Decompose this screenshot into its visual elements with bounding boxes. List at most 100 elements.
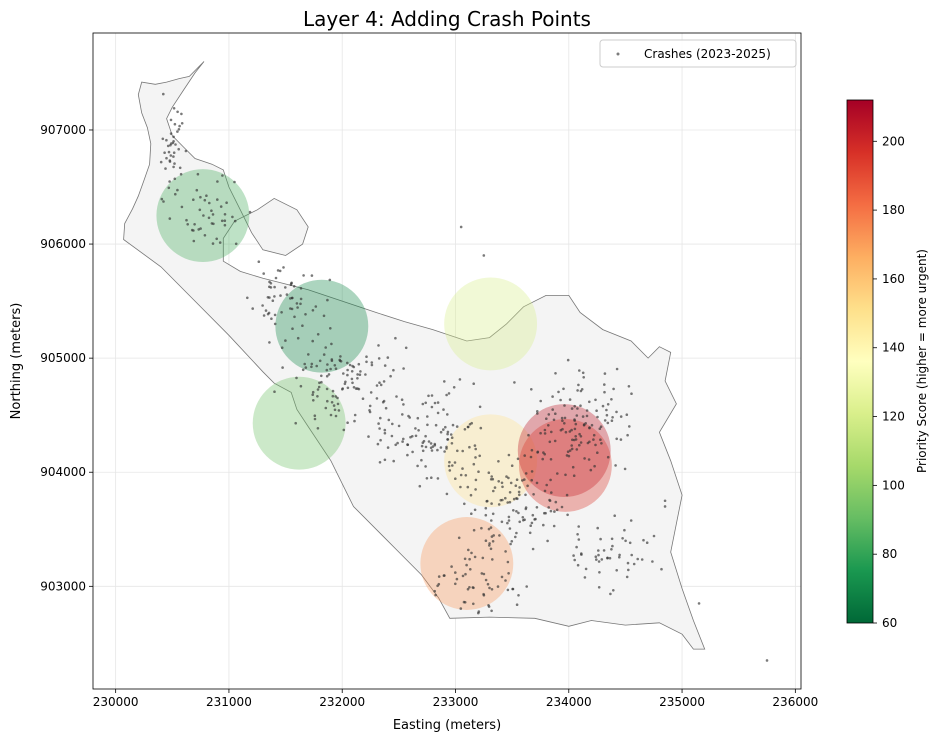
crash-point <box>578 369 581 372</box>
crash-point <box>606 556 609 560</box>
crash-point <box>169 143 172 147</box>
crash-point <box>612 387 615 391</box>
crash-point <box>442 408 445 411</box>
crash-point <box>567 454 571 458</box>
crash-point <box>195 188 199 192</box>
crash-point <box>168 160 172 163</box>
crash-point <box>162 92 165 96</box>
crash-point <box>273 390 276 394</box>
crash-point <box>299 302 302 306</box>
crash-point <box>513 381 516 384</box>
crash-point <box>531 513 535 517</box>
crash-point <box>273 295 276 298</box>
crash-point <box>168 217 172 220</box>
crash-point <box>504 496 507 500</box>
crash-point <box>468 445 471 449</box>
crash-point <box>543 432 547 435</box>
crash-point <box>211 242 215 245</box>
crash-point <box>500 481 504 485</box>
crash-point <box>324 346 328 349</box>
x-tick-label: 235000 <box>659 695 705 709</box>
crash-point <box>326 363 329 366</box>
crash-point <box>426 423 429 427</box>
crash-point <box>301 368 305 372</box>
crash-point <box>199 227 202 230</box>
crash-point <box>171 141 175 145</box>
crash-point <box>603 372 607 375</box>
crash-point <box>578 443 581 447</box>
crash-point <box>414 434 418 438</box>
crash-point <box>291 296 294 300</box>
crash-point <box>516 457 520 461</box>
crash-point <box>375 397 379 400</box>
crash-point <box>377 422 380 425</box>
crash-point <box>511 587 514 591</box>
crash-point <box>205 194 208 197</box>
crash-point <box>527 433 530 437</box>
crash-point <box>406 453 409 457</box>
crash-point <box>406 443 409 446</box>
crash-point <box>474 478 478 482</box>
crash-point <box>482 594 486 597</box>
crash-point <box>603 419 607 422</box>
crash-point <box>577 525 580 528</box>
crash-point <box>179 172 183 176</box>
crash-point <box>282 266 285 269</box>
crash-point <box>548 499 552 503</box>
crash-point <box>507 453 511 457</box>
crash-point <box>316 427 320 430</box>
crash-point <box>468 586 471 589</box>
crash-point <box>454 571 457 574</box>
crash-point <box>334 367 338 371</box>
crash-point <box>510 540 514 543</box>
crash-point <box>278 269 282 273</box>
crash-point <box>196 172 200 176</box>
crash-point <box>484 513 488 517</box>
crash-point <box>169 118 173 122</box>
crash-point <box>472 586 475 590</box>
crash-point <box>284 286 287 289</box>
colorbar-tick-label: 200 <box>882 134 905 148</box>
crash-point <box>563 422 566 425</box>
crash-point <box>172 155 175 158</box>
crash-point <box>290 307 294 311</box>
crash-point <box>172 151 176 154</box>
crash-point <box>394 443 398 447</box>
crash-point <box>595 409 598 413</box>
crash-point <box>180 122 184 125</box>
crash-point <box>315 364 319 368</box>
crash-point <box>697 602 701 605</box>
crash-point <box>614 464 617 467</box>
crash-point <box>192 198 195 201</box>
crash-point <box>493 486 497 489</box>
crash-point <box>660 567 663 571</box>
crash-point <box>351 381 354 385</box>
crash-point <box>192 229 195 232</box>
crash-point <box>576 389 579 392</box>
crash-point <box>499 498 503 502</box>
crash-point <box>311 393 315 397</box>
crash-point <box>518 520 521 524</box>
crash-point <box>346 421 349 425</box>
crash-point <box>553 439 557 443</box>
y-axis-ticks: 903000 904000 905000 906000 907000 <box>40 123 93 593</box>
crash-point <box>488 542 491 545</box>
crash-point <box>523 478 526 481</box>
crash-point <box>234 242 238 246</box>
crash-point <box>274 276 278 280</box>
boundary-layer <box>123 61 706 650</box>
priority-zone <box>275 279 369 373</box>
crash-point <box>545 483 548 487</box>
crash-point <box>296 336 300 340</box>
legend-marker <box>616 52 620 56</box>
crash-point <box>221 174 224 177</box>
crash-point <box>524 507 528 511</box>
crash-point <box>615 367 619 371</box>
crash-point <box>536 451 539 454</box>
crash-point <box>580 388 584 391</box>
crash-point <box>459 473 463 477</box>
crash-point <box>565 493 569 497</box>
crash-point <box>333 364 337 367</box>
crash-point <box>314 305 318 308</box>
crash-point <box>515 603 519 606</box>
